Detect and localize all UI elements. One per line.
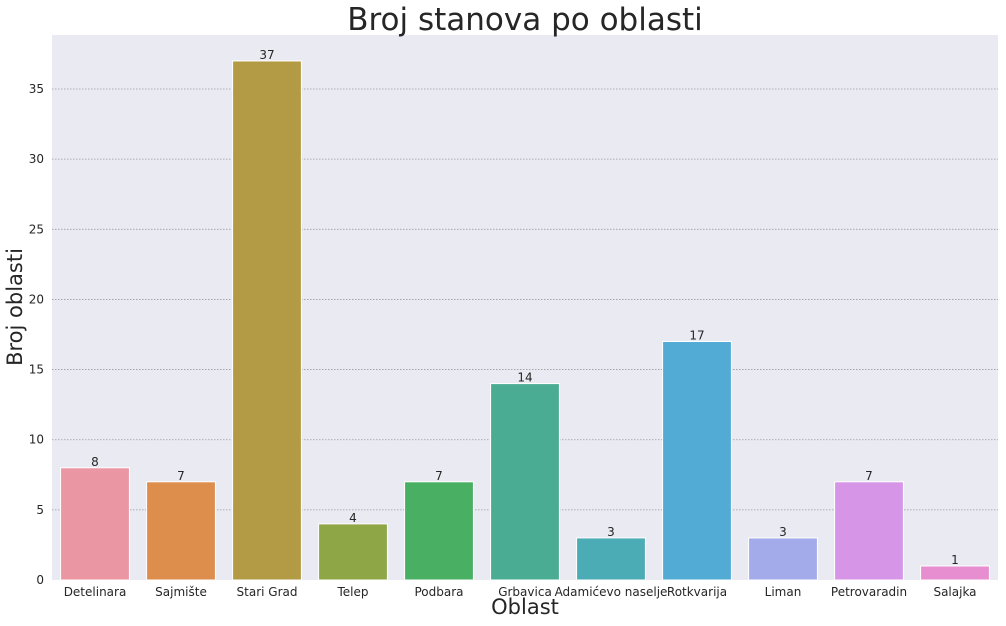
y-tick-label: 30 <box>29 152 44 166</box>
x-tick-label: Grbavica <box>498 585 552 599</box>
bar-value-label: 37 <box>259 48 274 62</box>
x-tick-label: Adamićevo naselje <box>555 585 668 599</box>
x-tick-label: Telep <box>336 585 368 599</box>
y-axis-label: Broj oblasti <box>3 248 27 366</box>
x-tick-label: Liman <box>765 585 802 599</box>
chart-title: Broj stanova po oblasti <box>347 2 703 38</box>
bar <box>490 383 560 581</box>
x-tick-label: Stari Grad <box>237 585 298 599</box>
y-tick-label: 10 <box>29 433 44 447</box>
x-tick-label: Rotkvarija <box>667 585 727 599</box>
bar-value-label: 4 <box>349 511 357 525</box>
bar <box>60 467 130 581</box>
bar-value-label: 1 <box>951 553 959 567</box>
bar-value-label: 7 <box>177 469 185 483</box>
bars <box>60 60 990 581</box>
bar <box>318 523 388 581</box>
y-tick-label: 15 <box>29 363 44 377</box>
bar <box>146 481 216 581</box>
y-tick-label: 20 <box>29 292 44 306</box>
bar-value-label: 7 <box>865 469 873 483</box>
y-axis-ticks: 0 5 10 15 20 25 30 35 <box>29 82 44 587</box>
x-tick-label: Podbara <box>414 585 463 599</box>
x-tick-label: Salajka <box>933 585 976 599</box>
bar <box>576 537 646 581</box>
y-tick-label: 5 <box>36 503 44 517</box>
x-tick-label: Detelinara <box>64 585 127 599</box>
bar <box>232 60 302 581</box>
bar-value-label: 3 <box>779 525 787 539</box>
x-tick-label: Sajmište <box>155 585 207 599</box>
y-tick-label: 35 <box>29 82 44 96</box>
bar-value-label: 3 <box>607 525 615 539</box>
bar-value-label: 14 <box>517 371 532 385</box>
bar <box>404 481 474 581</box>
x-tick-label: Petrovaradin <box>831 585 907 599</box>
bar <box>662 341 732 581</box>
y-tick-label: 25 <box>29 222 44 236</box>
bar <box>920 565 990 581</box>
x-axis-ticks: Detelinara Sajmište Stari Grad Telep Podbara… <box>64 585 977 599</box>
bar <box>834 481 904 581</box>
bar-value-label: 17 <box>689 329 704 343</box>
y-tick-label: 0 <box>36 573 44 587</box>
bar-value-label: 7 <box>435 469 443 483</box>
bar <box>748 537 818 581</box>
bar-value-label: 8 <box>91 455 99 469</box>
x-axis-label: Oblast <box>491 595 559 619</box>
